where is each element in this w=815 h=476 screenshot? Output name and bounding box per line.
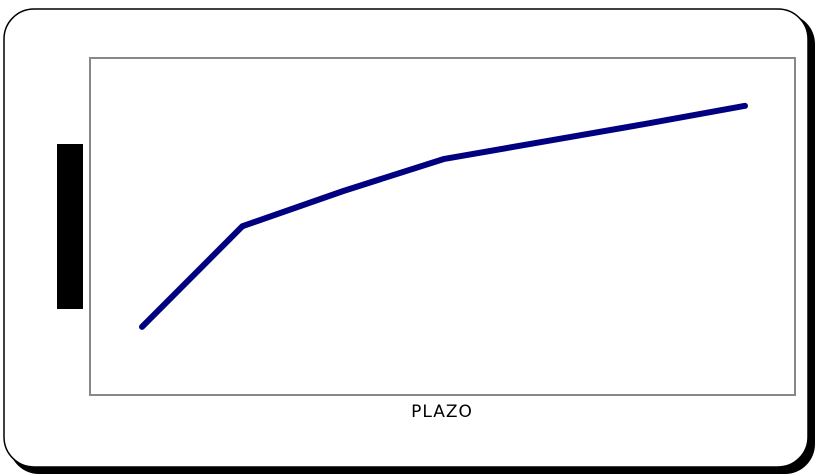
plot-area <box>89 57 796 396</box>
redacted-y-label <box>57 144 83 309</box>
x-axis-label: PLAZO <box>411 402 473 422</box>
data-line <box>139 102 748 330</box>
